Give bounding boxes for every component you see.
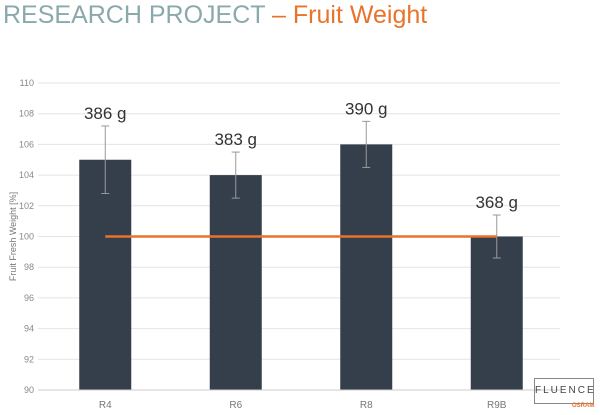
y-tick-label: 94 — [24, 324, 34, 334]
fluence-logo: FLUENCE — [534, 378, 594, 404]
y-axis-label: Fruit Fresh Weight [%] — [8, 192, 18, 281]
y-tick-label: 104 — [19, 170, 34, 180]
x-tick-label: R4 — [99, 400, 112, 411]
y-tick-label: 90 — [24, 385, 34, 395]
data-label: 386 g — [84, 104, 127, 123]
x-tick-label: R9B — [487, 400, 507, 411]
data-label: 368 g — [475, 193, 518, 212]
bar-R4 — [79, 159, 132, 390]
title-main: RESEARCH PROJECT — [3, 1, 266, 29]
data-label: 383 g — [214, 130, 257, 149]
y-tick-label: 92 — [24, 354, 34, 364]
x-tick-label: R8 — [360, 400, 373, 411]
bar-R9B — [470, 236, 523, 390]
title-accent: – Fruit Weight — [272, 1, 428, 29]
y-tick-label: 106 — [19, 139, 34, 149]
bar-R6 — [209, 175, 262, 390]
bar-R8 — [340, 144, 393, 390]
y-tick-label: 102 — [19, 201, 34, 211]
y-tick-label: 108 — [19, 109, 34, 119]
slide-title: RESEARCH PROJECT – Fruit Weight — [3, 1, 427, 30]
y-tick-label: 96 — [24, 293, 34, 303]
y-tick-label: 98 — [24, 262, 34, 272]
y-tick-label: 100 — [19, 232, 34, 242]
y-tick-label: 110 — [20, 78, 34, 88]
x-tick-label: R6 — [229, 400, 242, 411]
data-label: 390 g — [345, 99, 388, 118]
osram-logo: OSRAM — [572, 403, 595, 409]
